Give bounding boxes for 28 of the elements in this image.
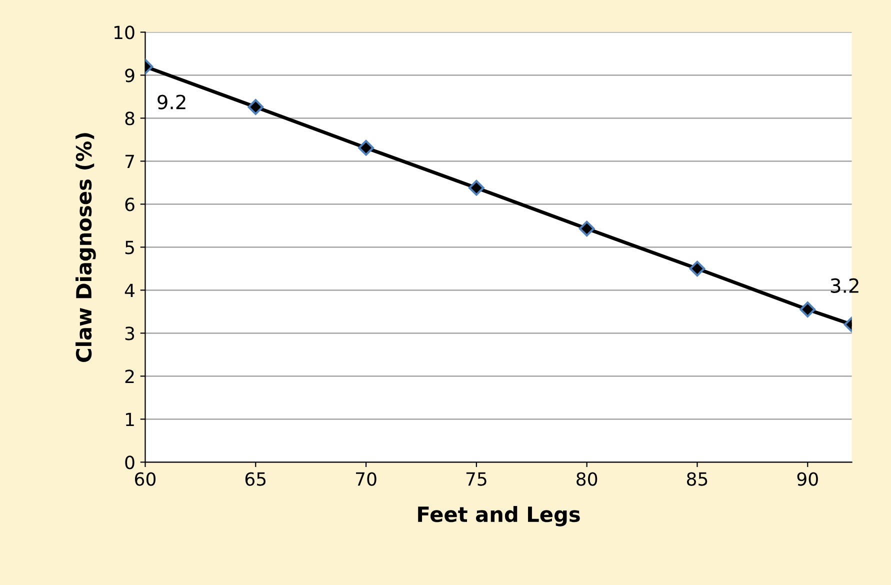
point [800, 302, 816, 318]
x-tick-label: 80 [576, 472, 598, 486]
x-tick-label: 85 [686, 472, 708, 486]
y-tick-label: 9 [125, 68, 134, 82]
x-tick-label: 70 [356, 472, 376, 486]
y-axis-title: Claw Diagnoses (%) [76, 133, 96, 362]
y-tick-label: 2 [125, 370, 134, 384]
x-tick-label: 60 [135, 472, 156, 486]
y-tick-label: 3 [125, 326, 134, 340]
y-tick-label: 7 [126, 154, 134, 168]
data-label: 3.2 [830, 278, 858, 294]
x-tick-label: 90 [797, 472, 818, 486]
point [689, 260, 706, 277]
y-tick-label: 0 [125, 456, 134, 470]
x-tick-label: 75 [466, 472, 486, 486]
point [578, 220, 595, 237]
y-tick-label: 1 [126, 412, 134, 426]
y-tick-label: 10 [114, 26, 134, 40]
y-tick-label: 4 [124, 284, 134, 298]
data-label: 9.2 [158, 94, 186, 110]
x-axis-title: Feet and Legs [418, 506, 580, 526]
point [358, 140, 374, 156]
point [248, 99, 264, 115]
y-tick-label: 6 [125, 198, 134, 212]
x-tick-label: 65 [245, 472, 266, 486]
y-tick-label: 5 [125, 240, 134, 254]
y-tick-label: 8 [125, 112, 134, 126]
point [468, 180, 484, 196]
